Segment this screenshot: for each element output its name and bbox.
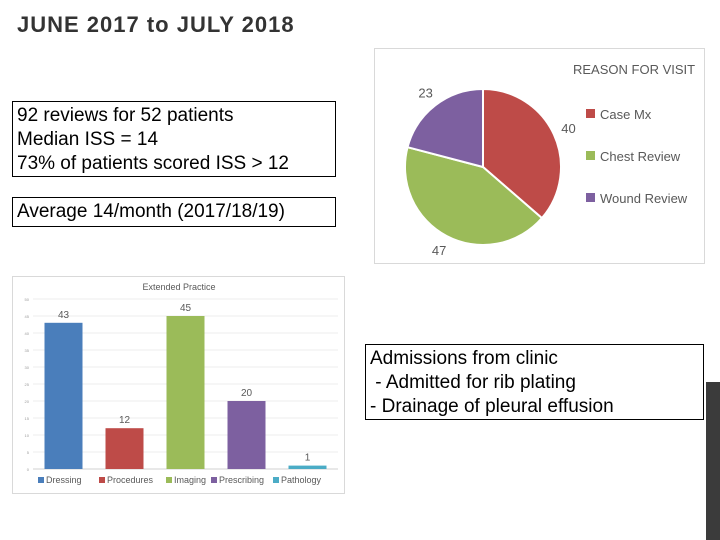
bar-data-label-pathology: 1	[305, 453, 311, 464]
bar-data-label-dressing: 43	[58, 310, 70, 321]
bar-y-tick-label: 30	[25, 365, 30, 370]
bar-y-tick-label: 40	[25, 331, 30, 336]
bar-y-tick-label: 25	[25, 382, 30, 387]
reason-for-visit-chart: 40 47 23 REASON FOR VISIT Case Mx Chest Revie…	[374, 48, 705, 264]
bar-data-label-prescribing: 20	[241, 388, 253, 399]
bar-legend-label-pathology: Pathology	[281, 475, 322, 485]
admissions-line-pleural-effusion: - Drainage of pleural effusion	[370, 396, 614, 417]
extended-practice-chart: Extended Practice 0 5 10 15 20 25 30 35 40 45 50 43 1…	[12, 276, 345, 494]
bar-imaging	[166, 316, 205, 469]
bar-y-tick-label: 5	[27, 450, 30, 455]
bar-y-tick-label: 15	[25, 416, 30, 421]
admissions-box: Admissions from clinic - Admitted for ri…	[365, 344, 704, 420]
average-box: Average 14/month (2017/18/19)	[12, 197, 336, 227]
pie-legend-label-case-mx: Case Mx	[600, 107, 652, 122]
bar-y-tick-label: 20	[25, 399, 30, 404]
bar-chart-title: Extended Practice	[142, 282, 215, 292]
bar-pathology	[288, 465, 327, 469]
bar-legend-swatch-prescribing	[211, 477, 217, 483]
bar-legend-swatch-procedures	[99, 477, 105, 483]
bar-procedures	[105, 428, 144, 469]
bar-y-tick-label: 0	[27, 467, 30, 472]
stats-line-iss-percent: 73% of patients scored ISS > 12	[17, 153, 289, 174]
pie-slice-wound-review	[406, 87, 484, 169]
slide-title: JUNE 2017 to JULY 2018	[17, 12, 295, 37]
admissions-line-heading: Admissions from clinic	[370, 348, 558, 369]
bar-legend-swatch-pathology	[273, 477, 279, 483]
pie-legend-label-chest-review: Chest Review	[600, 149, 681, 164]
bar-legend-label-prescribing: Prescribing	[219, 475, 264, 485]
pie-data-label-chest-review: 47	[432, 243, 446, 258]
pie-chart-svg: 40 47 23 REASON FOR VISIT Case Mx Chest Revie…	[404, 62, 695, 258]
bar-legend-label-imaging: Imaging	[174, 475, 206, 485]
bar-data-label-imaging: 45	[180, 303, 192, 314]
bar-data-label-procedures: 12	[119, 415, 131, 426]
bar-dressing	[44, 322, 83, 469]
bar-y-tick-label: 35	[25, 348, 30, 353]
bar-y-tick-label: 10	[25, 433, 30, 438]
stats-box: 92 reviews for 52 patients Median ISS = …	[12, 101, 336, 177]
bar-y-tick-label: 45	[25, 314, 30, 319]
pie-data-label-wound-review: 23	[418, 86, 432, 101]
bar-legend-label-dressing: Dressing	[46, 475, 82, 485]
admissions-line-rib-plating: - Admitted for rib plating	[370, 372, 576, 393]
pie-legend-swatch-wound-review	[586, 193, 595, 202]
pie-chart-title: REASON FOR VISIT	[573, 62, 695, 77]
pie-legend-swatch-case-mx	[586, 109, 595, 118]
pie-slice-chest-review	[404, 145, 544, 246]
pie-data-label-case-mx: 40	[561, 121, 575, 136]
stats-line-median-iss: Median ISS = 14	[17, 129, 159, 150]
pie-legend-label-wound-review: Wound Review	[600, 191, 688, 206]
slide-edge-bar	[706, 382, 720, 540]
bar-legend-label-procedures: Procedures	[107, 475, 154, 485]
stats-line-reviews: 92 reviews for 52 patients	[17, 105, 234, 126]
bar-legend-swatch-dressing	[38, 477, 44, 483]
pie-slice-case-mx	[482, 87, 562, 220]
bar-chart-svg: Extended Practice 0 5 10 15 20 25 30 35 40 45 50 43 1…	[25, 282, 338, 485]
pie-legend-swatch-chest-review	[586, 151, 595, 160]
bar-y-tick-label: 50	[25, 297, 30, 302]
bar-prescribing	[227, 401, 266, 469]
average-line: Average 14/month (2017/18/19)	[17, 201, 285, 222]
bar-legend-swatch-imaging	[166, 477, 172, 483]
